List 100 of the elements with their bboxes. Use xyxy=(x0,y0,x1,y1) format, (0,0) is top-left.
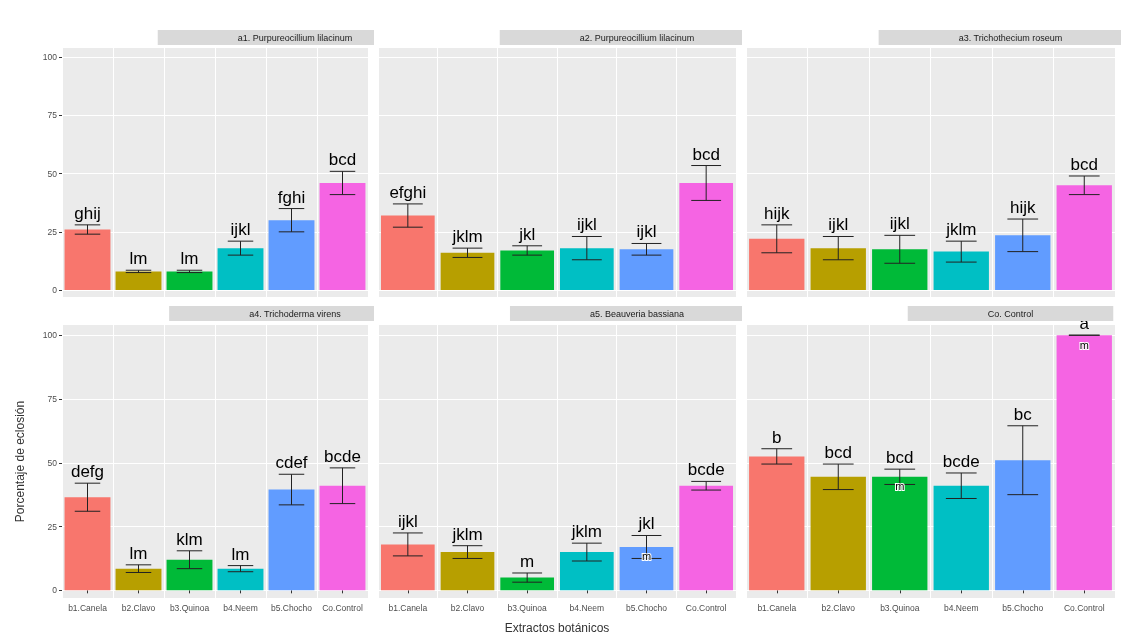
x-tick-label: Co.Control xyxy=(685,602,727,613)
x-tick-label: Co.Control xyxy=(1063,602,1105,613)
bar xyxy=(933,251,989,291)
bar xyxy=(559,552,614,591)
bar xyxy=(380,544,435,591)
x-tick-label: b2.Clavo xyxy=(121,602,156,613)
x-tick-label: b4.Neem xyxy=(569,602,605,613)
data-label: jklm xyxy=(570,522,602,542)
data-label: lm xyxy=(129,249,148,269)
chart-title: a1. Purpureocillium lilacinum xyxy=(237,32,353,43)
data-label: ijkl xyxy=(397,511,418,531)
x-tick-label: b4.Neem xyxy=(223,602,258,613)
chart-title: a3. Trichothecium roseum xyxy=(958,32,1063,43)
bar xyxy=(619,249,674,291)
y-tick-label: 50 xyxy=(47,457,58,468)
bar xyxy=(64,497,111,591)
bar xyxy=(115,271,162,291)
y-tick-label: 25 xyxy=(47,521,58,532)
chart-title: a2. Purpureocillium lilacinum xyxy=(579,32,695,43)
data-label: jklm xyxy=(451,524,483,544)
bar xyxy=(319,485,366,591)
data-label: lm xyxy=(180,249,199,269)
chart-title: a4. Trichoderma virens xyxy=(249,308,342,319)
bar xyxy=(115,568,162,591)
y-tick-label: 0 xyxy=(52,585,58,596)
bar xyxy=(1056,335,1112,591)
x-tick-label: Co.Control xyxy=(322,602,363,613)
bar xyxy=(500,577,555,591)
bar xyxy=(933,485,989,591)
x-tick-label: b3.Quinoa xyxy=(169,602,210,613)
data-label: ijkl xyxy=(889,214,910,234)
data-label: jklm xyxy=(451,227,483,247)
data-label: ijkl xyxy=(230,220,251,240)
x-tick-label: b4.Neem xyxy=(944,602,979,613)
data-label: jkl xyxy=(637,514,655,534)
y-axis-title: Porcentaje de eclosión xyxy=(13,400,27,523)
x-tick-label: b1.Canela xyxy=(68,602,108,613)
data-label: klm xyxy=(176,529,203,549)
data-label: cdef xyxy=(275,453,308,473)
y-tick-label: 75 xyxy=(47,393,58,404)
bar xyxy=(810,248,866,291)
data-label: jkl xyxy=(518,224,536,244)
y-tick-label: 25 xyxy=(47,226,58,237)
data-label: hijk xyxy=(1009,198,1036,218)
bar xyxy=(1056,185,1112,291)
data-label: b xyxy=(772,427,782,447)
data-label: defg xyxy=(70,462,105,482)
data-label: ijkl xyxy=(828,215,849,235)
data-label: bcde xyxy=(324,446,361,466)
bar xyxy=(995,460,1051,591)
bar xyxy=(679,182,734,291)
x-tick-label: b3.Quinoa xyxy=(507,602,548,613)
bar xyxy=(440,552,495,591)
bar xyxy=(64,229,111,291)
data-label: m xyxy=(520,552,535,571)
data-label: efghi xyxy=(389,182,427,202)
x-tick-label: b1.Canela xyxy=(388,602,428,613)
data-label: ijkl xyxy=(636,222,657,242)
data-label: bc xyxy=(1013,404,1033,424)
data-label: bcd xyxy=(1070,154,1098,174)
annotation: m xyxy=(1079,338,1089,351)
data-label: bcde xyxy=(687,460,725,480)
x-tick-label: b2.Clavo xyxy=(450,602,485,613)
chart-title: a5. Beauveria bassiana xyxy=(589,308,685,319)
y-tick-label: 100 xyxy=(42,330,58,341)
bar xyxy=(166,271,213,291)
x-tick-label: b1.Canela xyxy=(757,602,797,613)
bar xyxy=(268,489,315,591)
y-tick-label: 75 xyxy=(47,110,58,121)
bar xyxy=(440,252,495,291)
x-tick-label: b5.Chocho xyxy=(1002,602,1044,613)
data-label: ghij xyxy=(74,203,101,223)
bar xyxy=(749,238,805,291)
data-label: lm xyxy=(129,543,148,563)
bar xyxy=(217,248,264,291)
bar xyxy=(268,220,315,291)
bar xyxy=(380,215,435,291)
bar xyxy=(872,249,928,291)
x-tick-label: b2.Clavo xyxy=(821,602,856,613)
x-tick-label: b5.Chocho xyxy=(270,602,313,613)
x-tick-label: b5.Chocho xyxy=(625,602,668,613)
bar xyxy=(872,476,928,591)
y-tick-label: 50 xyxy=(47,168,58,179)
data-label: lm xyxy=(231,544,250,564)
bar xyxy=(810,476,866,591)
bar xyxy=(319,182,366,291)
data-label: fghi xyxy=(277,187,306,207)
data-label: hijk xyxy=(763,203,790,223)
bar xyxy=(679,485,734,591)
x-axis-title: Extractos botánicos xyxy=(504,621,610,635)
bar xyxy=(500,250,555,291)
data-label: bcd xyxy=(886,448,914,468)
bar xyxy=(559,248,614,291)
data-label: bcd xyxy=(328,150,357,170)
data-label: jklm xyxy=(945,220,977,240)
data-label: ijkl xyxy=(576,215,597,235)
y-tick-label: 100 xyxy=(42,52,58,63)
data-label: bcd xyxy=(692,144,720,164)
y-tick-label: 0 xyxy=(52,285,58,296)
chart-title: Co. Control xyxy=(987,308,1034,319)
